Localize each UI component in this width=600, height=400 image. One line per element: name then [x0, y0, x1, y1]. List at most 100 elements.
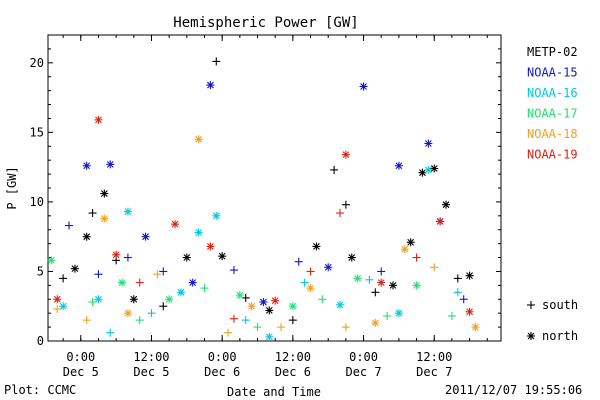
- x-tick-label-time: 12:00: [416, 350, 452, 364]
- data-point-north: [123, 207, 132, 216]
- data-point-south: [241, 293, 250, 302]
- data-point-north: [324, 263, 333, 272]
- data-point-north: [47, 256, 56, 265]
- data-point-north: [53, 295, 62, 304]
- data-point-south: [412, 253, 421, 262]
- data-point-north: [100, 189, 109, 198]
- data-point-north: [182, 253, 191, 262]
- series-metp-02: [59, 57, 474, 325]
- data-point-north: [465, 307, 474, 316]
- data-point-north: [112, 250, 121, 259]
- data-point-north: [171, 220, 180, 229]
- data-point-south: [106, 328, 115, 337]
- data-point-south: [53, 305, 62, 314]
- y-axis-ticks: 0 5 10 15 20: [30, 34, 501, 348]
- data-point-north: [424, 165, 433, 174]
- data-point-north: [371, 318, 380, 327]
- data-point-south: [224, 328, 233, 337]
- data-point-north: [442, 200, 451, 209]
- data-point-north: [82, 232, 91, 241]
- data-point-north: [265, 306, 274, 315]
- data-point-south: [341, 200, 350, 209]
- data-point-north: [394, 309, 403, 318]
- data-point-north: [335, 300, 344, 309]
- y-tick-label: 10: [30, 195, 44, 209]
- data-point-south: [341, 323, 350, 332]
- data-points: [47, 57, 480, 341]
- data-point-north: [59, 302, 68, 311]
- data-point-north: [271, 296, 280, 305]
- legend-entry: NOAA-15: [527, 66, 578, 80]
- legend-entry: NOAA-18: [527, 127, 578, 141]
- data-point-north: [106, 160, 115, 169]
- hemisphere-key: south north: [527, 298, 578, 343]
- x-tick-label-time: 0:00: [349, 350, 378, 364]
- data-point-south: [277, 323, 286, 332]
- data-point-north: [70, 264, 79, 273]
- legend: METP-02 NOAA-15 NOAA-16 NOAA-17 NOAA-18 NOAA-…: [527, 45, 578, 162]
- data-point-south: [447, 311, 456, 320]
- x-tick-label-date: Dec 5: [133, 365, 169, 379]
- data-point-south: [229, 266, 238, 275]
- data-point-south: [453, 288, 462, 297]
- y-tick-label: 0: [37, 334, 44, 348]
- data-point-north: [312, 242, 321, 251]
- data-point-south: [371, 288, 380, 297]
- data-point-north: [212, 211, 221, 220]
- data-point-south: [229, 314, 238, 323]
- data-point-south: [82, 316, 91, 325]
- timestamp: 2011/12/07 19:55:06: [445, 383, 583, 397]
- data-point-south: [288, 316, 297, 325]
- data-point-north: [400, 245, 409, 254]
- legend-entry: METP-02: [527, 45, 578, 59]
- data-point-north: [94, 295, 103, 304]
- data-point-north: [418, 168, 427, 177]
- data-point-north: [288, 302, 297, 311]
- data-point-north: [347, 253, 356, 262]
- x-tick-label-time: 0:00: [66, 350, 95, 364]
- hemisphere-symbol-north: [527, 332, 535, 340]
- data-point-north: [359, 82, 368, 91]
- data-point-north: [247, 302, 256, 311]
- data-point-north: [94, 115, 103, 124]
- data-point-south: [88, 209, 97, 218]
- data-point-north: [265, 332, 274, 341]
- data-point-south: [159, 302, 168, 311]
- data-point-north: [259, 298, 268, 307]
- data-point-north: [406, 238, 415, 247]
- x-tick-label-date: Dec 6: [204, 365, 240, 379]
- hemisphere-label: north: [542, 329, 578, 343]
- data-point-north: [206, 242, 215, 251]
- data-point-south: [377, 267, 386, 276]
- y-tick-label: 20: [30, 56, 44, 70]
- data-point-south: [94, 270, 103, 279]
- data-point-south: [241, 316, 250, 325]
- data-point-south: [453, 274, 462, 283]
- legend-entry: NOAA-16: [527, 86, 578, 100]
- data-point-north: [353, 274, 362, 283]
- data-point-south: [200, 284, 209, 293]
- data-point-north: [341, 150, 350, 159]
- data-point-south: [306, 267, 315, 276]
- x-tick-label-date: Dec 7: [416, 365, 452, 379]
- hemisphere-symbol-south: [527, 301, 535, 309]
- data-point-south: [318, 295, 327, 304]
- chart-title: Hemispheric Power [GW]: [173, 15, 358, 31]
- data-point-north: [206, 81, 215, 90]
- data-point-north: [165, 295, 174, 304]
- data-point-north: [118, 278, 127, 287]
- data-point-north: [218, 252, 227, 261]
- data-point-south: [135, 278, 144, 287]
- data-point-south: [159, 267, 168, 276]
- data-point-south: [300, 278, 309, 287]
- data-point-south: [365, 275, 374, 284]
- data-point-south: [59, 274, 68, 283]
- data-point-north: [436, 217, 445, 226]
- data-point-north: [194, 135, 203, 144]
- data-point-north: [129, 295, 138, 304]
- x-axis-label: Date and Time: [227, 385, 321, 399]
- data-point-north: [188, 278, 197, 287]
- data-point-north: [141, 232, 150, 241]
